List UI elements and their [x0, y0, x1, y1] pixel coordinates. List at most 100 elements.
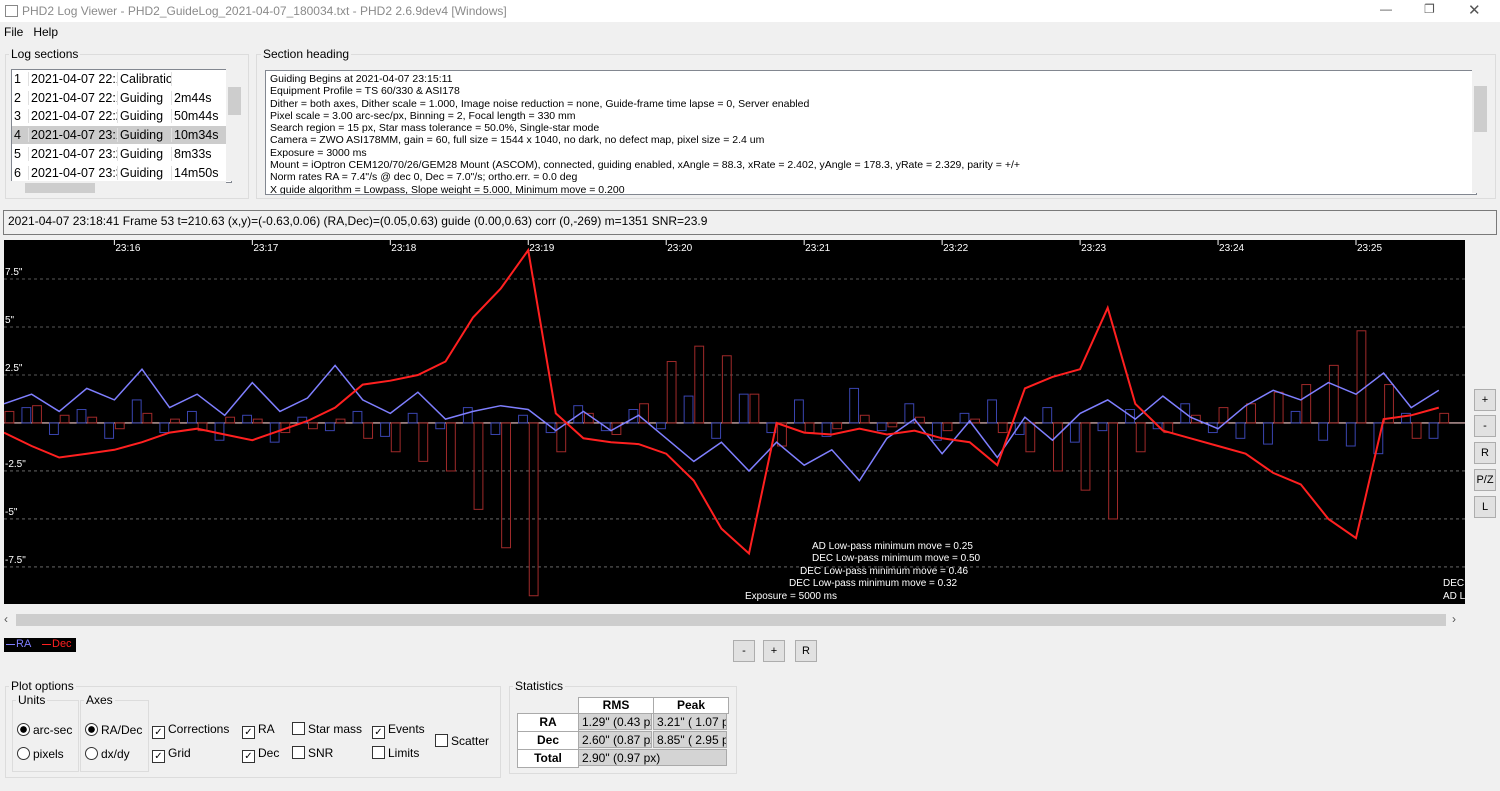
- plot-button[interactable]: +: [1474, 389, 1496, 411]
- checkbox-option[interactable]: ✓ Events: [372, 722, 425, 739]
- y-tick-label: -2.5": [5, 459, 26, 470]
- radio-option[interactable]: dx/dy: [85, 747, 130, 761]
- checkbox-label: Corrections: [168, 722, 230, 736]
- heading-line: Norm rates RA = 7.4"/s @ dec 0, Dec = 7.…: [270, 171, 578, 184]
- checkbox-option[interactable]: Limits: [372, 746, 419, 760]
- correction-bar: [1428, 422, 1439, 439]
- checkbox-option[interactable]: ✓ Dec: [242, 746, 279, 763]
- correction-bar: [490, 422, 501, 435]
- scroll-button[interactable]: R: [795, 640, 817, 662]
- h-scrollbar[interactable]: [11, 181, 226, 195]
- series-line: [4, 364, 1440, 482]
- radio-option[interactable]: RA/Dec: [85, 723, 142, 737]
- menu-item[interactable]: File: [4, 25, 24, 39]
- v-scrollbar[interactable]: [226, 69, 243, 181]
- log-cell: 2021-04-07 22:19: [31, 90, 118, 105]
- plot-button[interactable]: R: [1474, 442, 1496, 464]
- log-cell: 2021-04-07 22:22: [31, 109, 118, 124]
- correction-bar: [711, 422, 722, 439]
- correction-bar: [639, 403, 649, 424]
- correction-bar: [1373, 422, 1384, 455]
- radio-label: arc-sec: [33, 723, 73, 737]
- stats-value: 1.29" (0.43 px: [578, 713, 652, 730]
- checkbox-option[interactable]: SNR: [292, 746, 333, 760]
- maximize[interactable]: ❐: [1424, 2, 1435, 16]
- correction-bar: [308, 422, 318, 430]
- checkbox-option[interactable]: Star mass: [292, 722, 362, 736]
- checkbox-label: Dec: [258, 746, 280, 760]
- menu-item[interactable]: Help: [33, 25, 59, 39]
- heading-line: Exposure = 3000 ms: [270, 146, 367, 159]
- stats-row-label: Dec: [517, 731, 579, 750]
- correction-bar: [1125, 409, 1135, 424]
- series-line: [4, 247, 1440, 556]
- correction-bar: [931, 422, 942, 441]
- guide-graph: 23:16 23:17 23:18 23:19 23:20 23:21 23:22 23:23…: [4, 240, 1465, 604]
- x-tick-label: 23:21: [805, 243, 830, 254]
- radio: [85, 723, 98, 736]
- correction-bar: [518, 414, 528, 424]
- stats-header: Peak: [653, 697, 729, 714]
- checkbox-option[interactable]: Scatter: [435, 734, 489, 748]
- minimize[interactable]: —: [1380, 2, 1392, 16]
- legend-entry: Dec: [42, 638, 72, 650]
- checkbox-label: Grid: [168, 746, 191, 760]
- plot-button[interactable]: L: [1474, 496, 1496, 518]
- correction-bar: [600, 422, 611, 432]
- menu-bar: File Help: [4, 25, 68, 39]
- correction-bar: [242, 414, 253, 424]
- h-scrollbar[interactable]: ‹ ›: [4, 612, 1456, 628]
- radio-label: dx/dy: [101, 747, 130, 761]
- window-title: PHD2 Log Viewer - PHD2_GuideLog_2021-04-…: [22, 4, 507, 18]
- correction-bar: [942, 422, 953, 432]
- close[interactable]: ✕: [1468, 2, 1481, 19]
- log-cell: Guiding: [120, 90, 172, 105]
- log-cell: 2021-04-07 22:18: [31, 72, 118, 86]
- heading-line: Guiding Begins at 2021-04-07 23:15:11: [270, 73, 453, 85]
- correction-bar: [473, 422, 484, 510]
- radio-option[interactable]: arc-sec: [17, 723, 72, 737]
- y-tick-label: 2.5": [5, 363, 23, 374]
- radio-option[interactable]: pixels: [17, 747, 64, 761]
- correction-bar: [4, 410, 15, 424]
- v-scrollbar[interactable]: [1472, 70, 1489, 193]
- x-tick-label: 23:23: [1081, 243, 1106, 254]
- correction-bar: [794, 399, 804, 424]
- correction-bar: [876, 422, 887, 432]
- scroll-button[interactable]: +: [763, 640, 785, 662]
- axes-group: Axes RA/Dec dx/dy: [80, 693, 149, 772]
- heading-line: Dither = both axes, Dither scale = 1.000…: [270, 97, 810, 110]
- correction-bar: [528, 422, 539, 597]
- correction-bar: [545, 422, 556, 434]
- correction-bar: [1273, 391, 1284, 424]
- checkbox-option[interactable]: ✓ Corrections: [152, 722, 229, 739]
- checkbox: ✓: [242, 726, 255, 739]
- correction-bar: [170, 418, 180, 424]
- stats-row-label: Total: [517, 749, 579, 768]
- correction-bar: [1014, 422, 1025, 435]
- log-cell: 6: [14, 165, 29, 180]
- scroll-button[interactable]: -: [733, 640, 755, 662]
- checkbox-option[interactable]: ✓ Grid: [152, 746, 191, 763]
- x-tick-label: 23:20: [667, 243, 692, 254]
- correction-bar: [418, 422, 429, 462]
- correction-bar: [1042, 407, 1053, 424]
- plot-button[interactable]: -: [1474, 415, 1496, 437]
- checkbox-option[interactable]: ✓ RA: [242, 722, 275, 739]
- correction-bar: [556, 422, 567, 453]
- legend-swatch: [6, 643, 15, 645]
- plot-button[interactable]: P/Z: [1474, 469, 1496, 491]
- annotation: DEC Low-pass minimum move = 0.32: [789, 578, 958, 589]
- log-cell: Guiding: [120, 109, 172, 124]
- y-tick-label: -7.5": [5, 555, 26, 566]
- correction-bar: [324, 422, 335, 432]
- radio-label: pixels: [33, 747, 64, 761]
- stats-value: 8.85" ( 2.95 px: [653, 731, 727, 748]
